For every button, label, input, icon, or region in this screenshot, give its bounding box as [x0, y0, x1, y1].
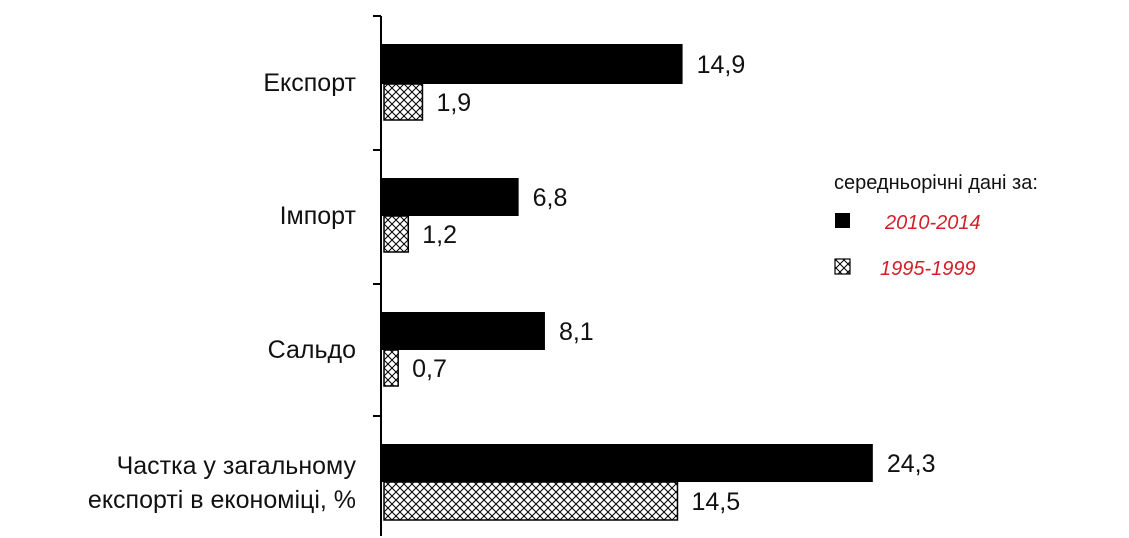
legend-label: 2010-2014 [884, 212, 981, 234]
value-label: 1,2 [422, 221, 457, 249]
value-label: 14,9 [697, 51, 746, 79]
bar-1995-1999 [383, 349, 399, 387]
bar-1995-1999 [383, 481, 679, 521]
bar-2010-2014 [381, 44, 683, 84]
bar-1995-1999 [383, 215, 410, 253]
legend-title: середньорічні дані за: [834, 172, 1038, 194]
value-label: 0,7 [412, 355, 447, 383]
bar-2010-2014 [381, 444, 873, 482]
category-label: Експорт [263, 69, 356, 97]
category-label-line: Сальдо [268, 336, 356, 364]
value-label: 1,9 [436, 89, 471, 117]
bar-2010-2014 [381, 312, 545, 350]
category-label-line: експорті в економіці, % [88, 486, 356, 514]
category-label-line: Частка у загальному [117, 452, 357, 480]
legend-swatch-hatched [834, 258, 851, 275]
legend-label: 1995-1999 [880, 258, 976, 280]
value-label: 6,8 [533, 184, 568, 212]
value-label: 14,5 [691, 488, 740, 516]
category-label: Імпорт [280, 202, 357, 230]
category-label: Сальдо [268, 336, 356, 364]
category-label-line: Експорт [263, 69, 356, 97]
value-label: 8,1 [559, 318, 594, 346]
legend-swatch-solid [835, 213, 850, 228]
category-label-line: Імпорт [280, 202, 357, 230]
category-label: Частка у загальному експорті в економіці,… [88, 452, 357, 514]
bar-1995-1999 [383, 83, 424, 121]
bar-2010-2014 [381, 178, 519, 216]
value-label: 24,3 [887, 450, 936, 478]
